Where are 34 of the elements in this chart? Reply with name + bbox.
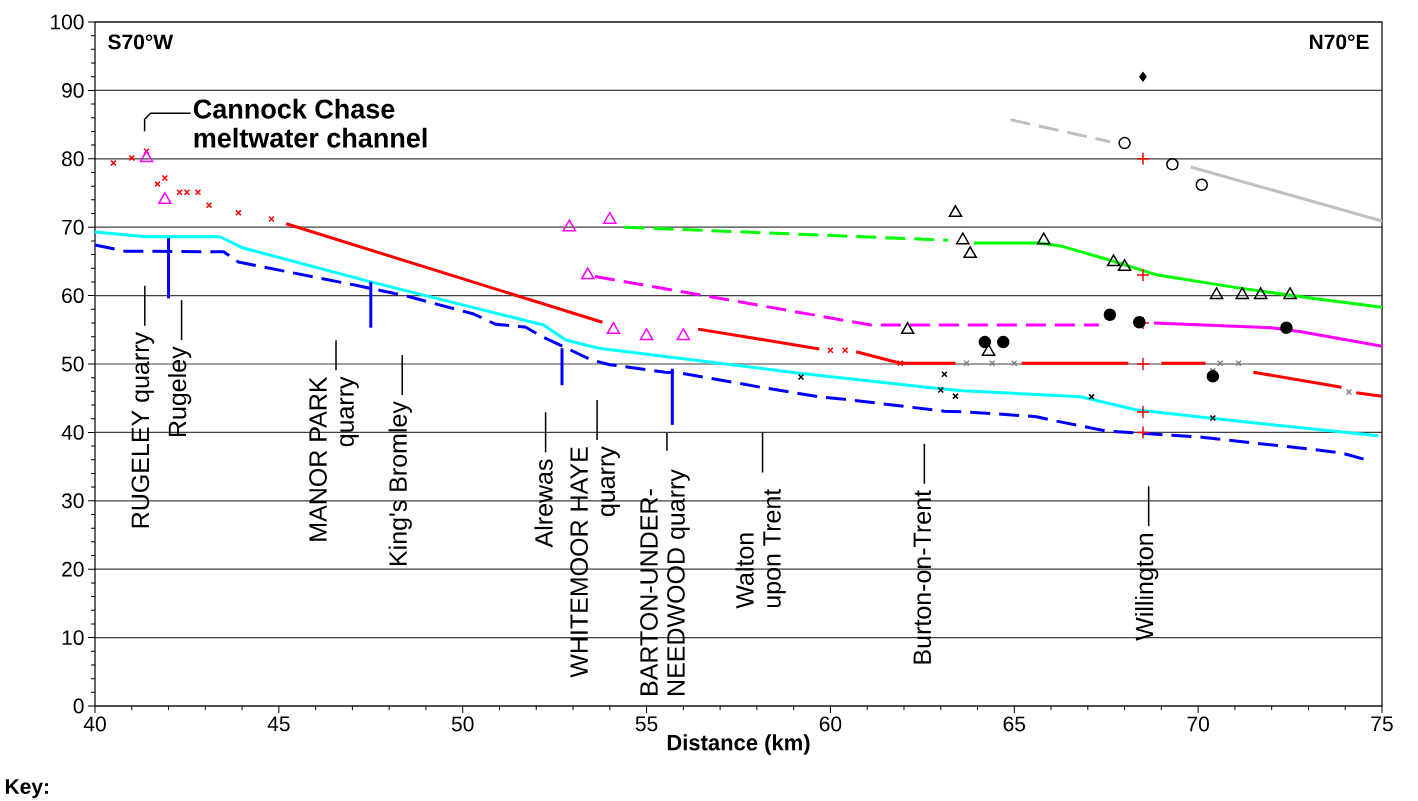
annotation: BARTON-UNDER-NEEDWOOD quarry (640, 469, 690, 695)
annotation: Rugeley (167, 346, 192, 437)
y-tick-label: 40 (61, 424, 84, 440)
annotation: N70°E (1309, 34, 1369, 50)
y-tick-label: 90 (62, 82, 84, 98)
text: Key: (5, 779, 49, 799)
x-tick-label: 75 (1371, 716, 1393, 732)
annotation: S70°W (108, 34, 174, 50)
x-tick-label: 45 (267, 716, 290, 732)
y-tick-label: 60 (62, 288, 84, 304)
annotation: WHITEMOOR HAYE quarry (570, 446, 620, 678)
x-axis-title: Distance (km) (667, 734, 810, 755)
annotation: King's Bromley (388, 401, 412, 565)
y-tick-label: 100 (51, 14, 84, 30)
y-tick-label: 50 (61, 356, 84, 372)
y-tick-label: 80 (62, 151, 84, 167)
annotation: Walton upon Trent (735, 488, 786, 609)
annotation: Burton-on-Trent (913, 490, 932, 664)
x-tick-label: 40 (83, 716, 106, 732)
annotation: Willington (1135, 534, 1159, 641)
y-tick-label: 0 (73, 698, 84, 714)
y-tick-label: 10 (62, 630, 84, 646)
annotation: RUGELEY quarry (131, 332, 155, 528)
y-tick-label: 20 (62, 561, 84, 577)
x-tick-label: 65 (1003, 716, 1026, 732)
x-tick-label: 55 (635, 716, 658, 732)
annotation: Cannock Chase meltwater channel (193, 98, 427, 148)
y-tick-label: 70 (62, 219, 84, 235)
y-tick-label: 30 (61, 493, 84, 509)
annotation: Alrewas (534, 459, 553, 548)
x-tick-label: 50 (451, 716, 474, 732)
x-tick-label: 70 (1187, 716, 1209, 732)
annotation: MANOR PARK quarry (309, 376, 359, 541)
x-tick-label: 60 (819, 716, 842, 732)
